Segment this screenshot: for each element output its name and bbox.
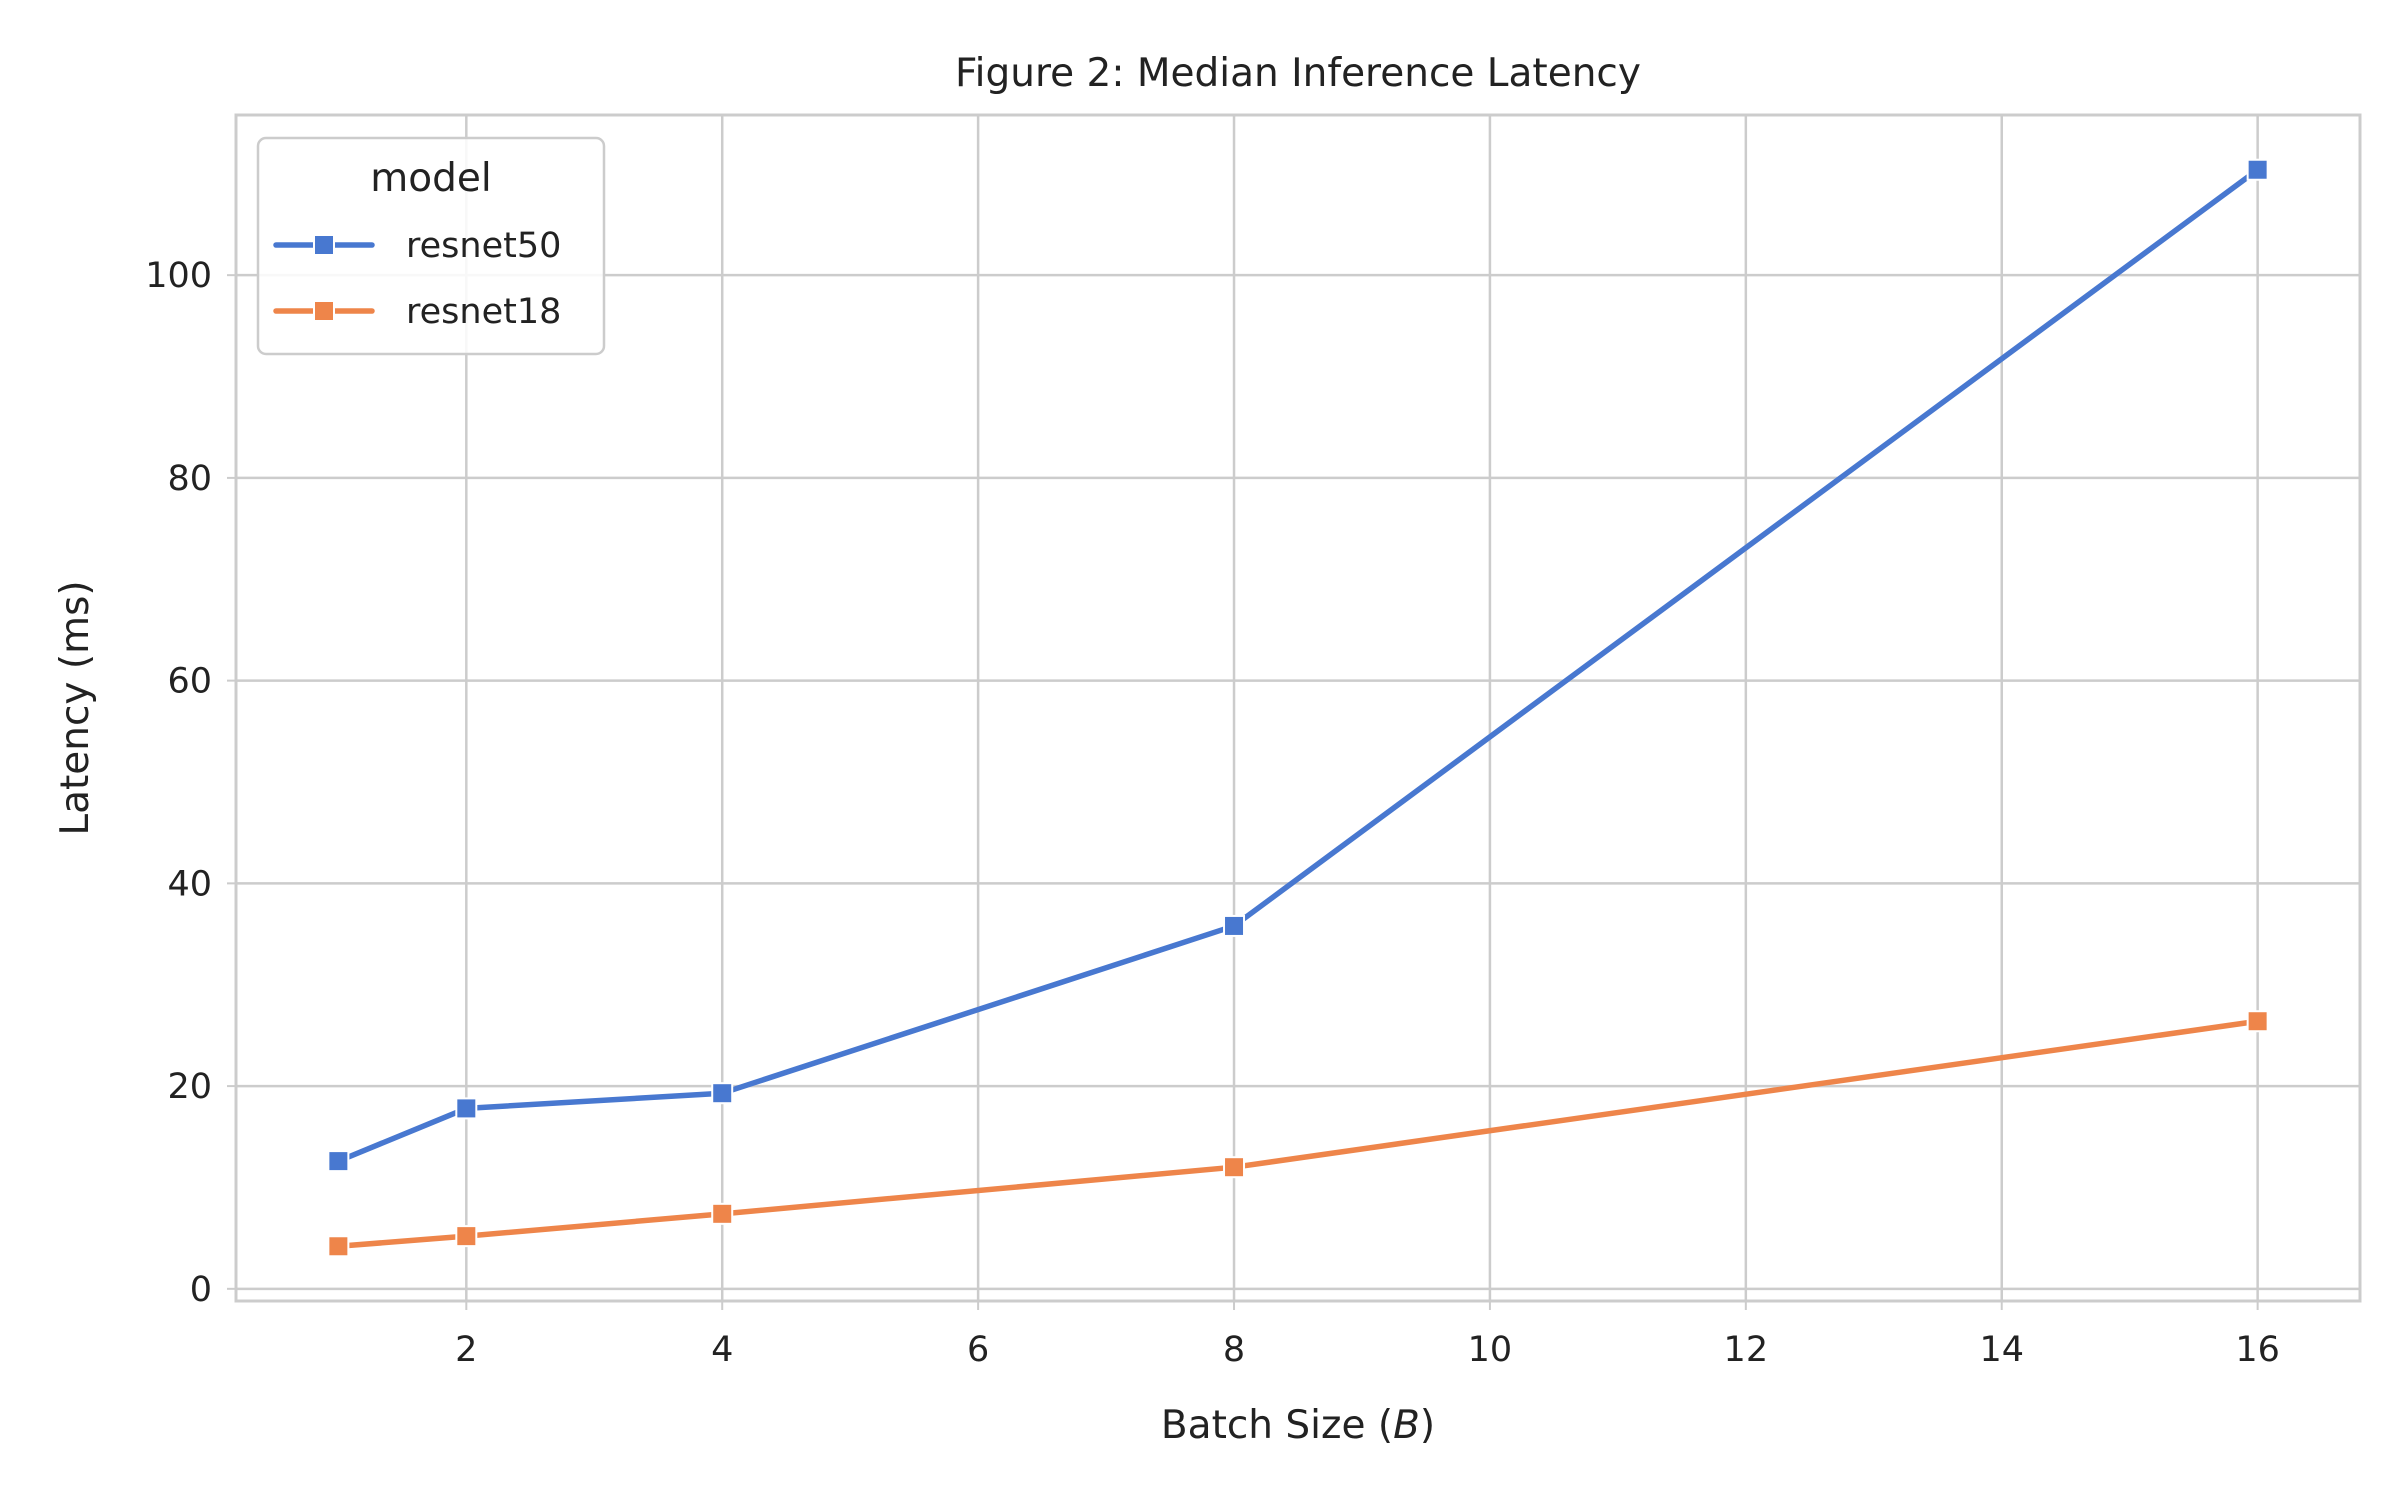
y-tick-label: 0 <box>190 1270 212 1310</box>
data-point <box>455 1225 478 1248</box>
x-axis-label: Batch Size (B) <box>1161 1403 1435 1448</box>
x-tick-label: 16 <box>2235 1330 2280 1370</box>
legend: model resnet50 resnet18 <box>256 136 606 356</box>
data-point <box>1223 914 1246 937</box>
legend-label: resnet18 <box>406 292 561 332</box>
legend-entries: resnet50 resnet18 <box>273 226 561 332</box>
y-tick-label: 80 <box>167 459 212 499</box>
grid <box>236 115 2360 1301</box>
y-tick-label: 100 <box>145 256 212 296</box>
x-tick-label: 14 <box>1979 1330 2024 1370</box>
x-tick-label: 8 <box>1223 1330 1245 1370</box>
x-tick-label: 12 <box>1724 1330 1769 1370</box>
series-line <box>335 1018 2261 1250</box>
y-tick-label: 40 <box>167 864 212 904</box>
data-point <box>711 1202 734 1225</box>
x-tick-label: 6 <box>967 1330 989 1370</box>
series-resnet18 <box>327 1010 2269 1258</box>
y-axis-label: Latency (ms) <box>53 580 98 835</box>
x-axis-label-variable: B <box>1393 1403 1420 1448</box>
series-group <box>327 158 2269 1258</box>
legend-marker <box>313 234 335 256</box>
data-point <box>327 1150 350 1173</box>
chart-title: Figure 2: Median Inference Latency <box>955 51 1641 96</box>
legend-item-resnet50: resnet50 <box>273 226 561 266</box>
x-axis-label-suffix: ) <box>1420 1403 1435 1448</box>
legend-title: model <box>370 156 491 201</box>
x-tick-label: 4 <box>711 1330 733 1370</box>
plot-area-frame <box>234 113 2362 1303</box>
y-tick-label: 60 <box>167 662 212 702</box>
data-point <box>1223 1156 1246 1179</box>
series-line <box>335 166 2261 1164</box>
x-axis-label-prefix: Batch Size ( <box>1161 1403 1393 1448</box>
x-tick-label: 10 <box>1468 1330 1513 1370</box>
x-axis-ticks: 2 4 6 8 10 12 14 16 <box>455 1301 2280 1370</box>
y-tick-label: 20 <box>167 1067 212 1107</box>
legend-label: resnet50 <box>406 226 561 266</box>
x-tick-label: 2 <box>455 1330 477 1370</box>
data-point <box>455 1097 478 1120</box>
legend-marker <box>313 300 335 322</box>
data-point <box>2246 1010 2269 1033</box>
series-resnet50 <box>327 158 2269 1173</box>
data-point <box>2246 158 2269 181</box>
data-point <box>327 1235 350 1258</box>
data-point <box>711 1082 734 1105</box>
legend-box <box>256 136 606 356</box>
legend-item-resnet18: resnet18 <box>273 292 561 332</box>
y-axis-ticks: 0 20 40 60 80 100 <box>145 256 236 1310</box>
